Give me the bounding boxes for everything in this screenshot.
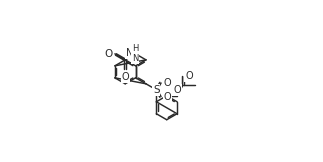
Text: O: O <box>163 92 171 102</box>
Text: O: O <box>121 72 129 82</box>
Text: O: O <box>163 78 171 88</box>
Text: O: O <box>173 85 181 95</box>
Text: N: N <box>126 48 134 58</box>
Text: O: O <box>104 49 112 59</box>
Text: S: S <box>153 85 160 95</box>
Text: O: O <box>185 71 193 81</box>
Text: H
N: H N <box>132 44 138 63</box>
